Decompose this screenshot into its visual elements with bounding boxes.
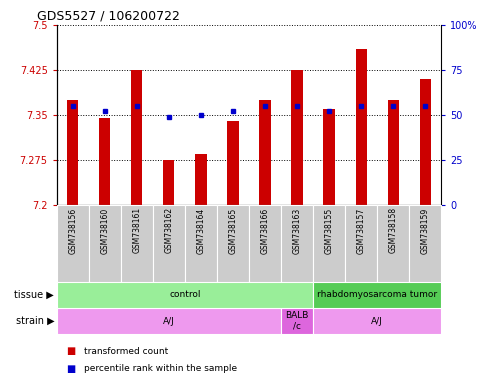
Text: GSM738158: GSM738158 xyxy=(388,207,398,253)
Bar xyxy=(281,205,313,282)
Text: GSM738162: GSM738162 xyxy=(164,207,174,253)
Bar xyxy=(89,205,121,282)
Bar xyxy=(377,205,409,282)
Bar xyxy=(355,49,367,205)
Bar xyxy=(420,79,431,205)
Text: rhabdomyosarcoma tumor: rhabdomyosarcoma tumor xyxy=(317,290,437,300)
Bar xyxy=(313,282,441,308)
Bar xyxy=(281,308,313,334)
Text: GSM738165: GSM738165 xyxy=(228,207,238,253)
Bar xyxy=(67,100,78,205)
Bar xyxy=(409,205,441,282)
Bar xyxy=(259,100,271,205)
Bar xyxy=(323,109,335,205)
Text: tissue ▶: tissue ▶ xyxy=(14,290,54,300)
Bar xyxy=(153,205,185,282)
Text: BALB
/c: BALB /c xyxy=(285,311,309,331)
Text: strain ▶: strain ▶ xyxy=(16,316,54,326)
Bar xyxy=(121,205,153,282)
Bar xyxy=(57,282,313,308)
Bar xyxy=(57,308,281,334)
Text: percentile rank within the sample: percentile rank within the sample xyxy=(84,364,237,373)
Text: GSM738155: GSM738155 xyxy=(324,207,334,253)
Text: GDS5527 / 106200722: GDS5527 / 106200722 xyxy=(37,9,180,22)
Text: ■: ■ xyxy=(67,364,76,374)
Bar xyxy=(291,70,303,205)
Text: GSM738166: GSM738166 xyxy=(260,207,270,253)
Text: GSM738159: GSM738159 xyxy=(421,207,430,253)
Bar xyxy=(313,205,345,282)
Text: GSM738160: GSM738160 xyxy=(100,207,109,253)
Text: GSM738156: GSM738156 xyxy=(68,207,77,253)
Text: ■: ■ xyxy=(67,346,76,356)
Bar xyxy=(57,205,89,282)
Text: GSM738163: GSM738163 xyxy=(292,207,302,253)
Text: A/J: A/J xyxy=(371,316,383,326)
Bar xyxy=(195,154,207,205)
Bar xyxy=(217,205,249,282)
Text: transformed count: transformed count xyxy=(84,347,168,356)
Bar xyxy=(345,205,377,282)
Text: GSM738164: GSM738164 xyxy=(196,207,206,253)
Bar xyxy=(99,118,110,205)
Bar xyxy=(185,205,217,282)
Text: GSM738157: GSM738157 xyxy=(356,207,366,253)
Bar xyxy=(249,205,281,282)
Bar xyxy=(313,308,441,334)
Text: GSM738161: GSM738161 xyxy=(132,207,141,253)
Bar xyxy=(163,160,175,205)
Text: A/J: A/J xyxy=(163,316,175,326)
Bar xyxy=(227,121,239,205)
Bar xyxy=(387,100,399,205)
Bar xyxy=(131,70,142,205)
Text: control: control xyxy=(169,290,201,300)
